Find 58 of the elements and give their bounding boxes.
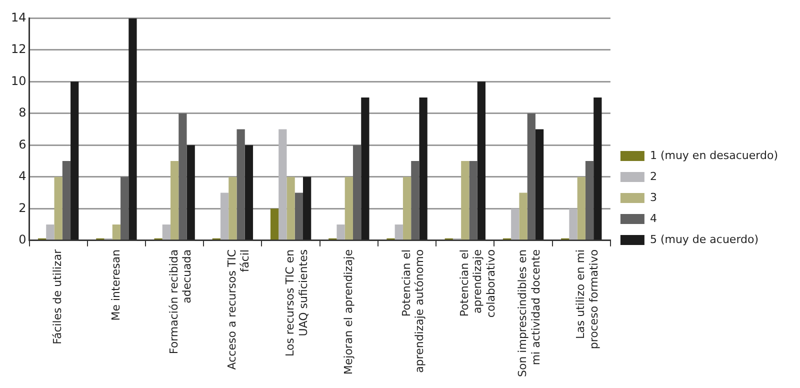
legend-label: 2 (650, 170, 657, 183)
y-tick-label: 0 (18, 232, 26, 247)
bar (236, 129, 245, 240)
bar (469, 161, 478, 240)
bar (511, 208, 520, 240)
x-tick-label: Potencian el aprendizaje autónomo (400, 249, 426, 373)
bar (527, 113, 536, 240)
bar (120, 176, 129, 240)
x-tick-label: Me interesan (109, 249, 122, 321)
y-tick-label: 4 (18, 169, 26, 184)
x-tick-label: Mejoran el aprendizaje (342, 249, 355, 375)
y-tick-label: 10 (10, 74, 26, 88)
bar (519, 192, 528, 240)
bar (294, 192, 303, 240)
bar (394, 224, 403, 240)
bar (535, 129, 544, 240)
bar (54, 176, 62, 240)
y-tick-label: 12 (10, 42, 26, 56)
bar (569, 208, 578, 240)
bar (402, 176, 412, 240)
bar (46, 224, 54, 240)
bar (361, 98, 370, 240)
y-tick-label: 8 (18, 106, 26, 120)
bar (162, 224, 170, 240)
legend-label: 5 (muy de acuerdo) (650, 232, 759, 246)
legend-label: 4 (650, 212, 657, 225)
bar (336, 224, 345, 240)
bar (594, 98, 602, 240)
bar (244, 145, 254, 240)
bar (178, 113, 187, 240)
bar (112, 224, 121, 240)
bar (461, 161, 470, 240)
bar (228, 176, 237, 240)
bar (585, 161, 594, 240)
x-tick-label: Fáciles de utilizar (51, 248, 64, 344)
bar (270, 208, 279, 240)
bar (411, 161, 420, 240)
bar (352, 145, 362, 240)
bar (70, 82, 79, 240)
bar (286, 176, 295, 240)
bar (419, 98, 428, 240)
legend-label: 1 (muy en desacuerdo) (650, 148, 778, 162)
y-tick-label: 2 (18, 200, 26, 215)
x-tick-label: Acceso a recursos TIC fácil (226, 249, 252, 370)
bar (128, 18, 137, 240)
bar (186, 145, 195, 240)
bar (170, 161, 179, 240)
bar (344, 176, 353, 240)
bar (62, 161, 71, 240)
y-tick-label: 14 (10, 10, 26, 24)
bar (220, 192, 229, 240)
bar (477, 82, 486, 240)
y-tick-label: 6 (18, 137, 26, 152)
bar (278, 129, 287, 240)
bar (303, 176, 312, 240)
x-tick-label: Formación recibida adecuada (167, 249, 194, 354)
bar (577, 176, 586, 240)
legend-label: 3 (650, 190, 657, 204)
